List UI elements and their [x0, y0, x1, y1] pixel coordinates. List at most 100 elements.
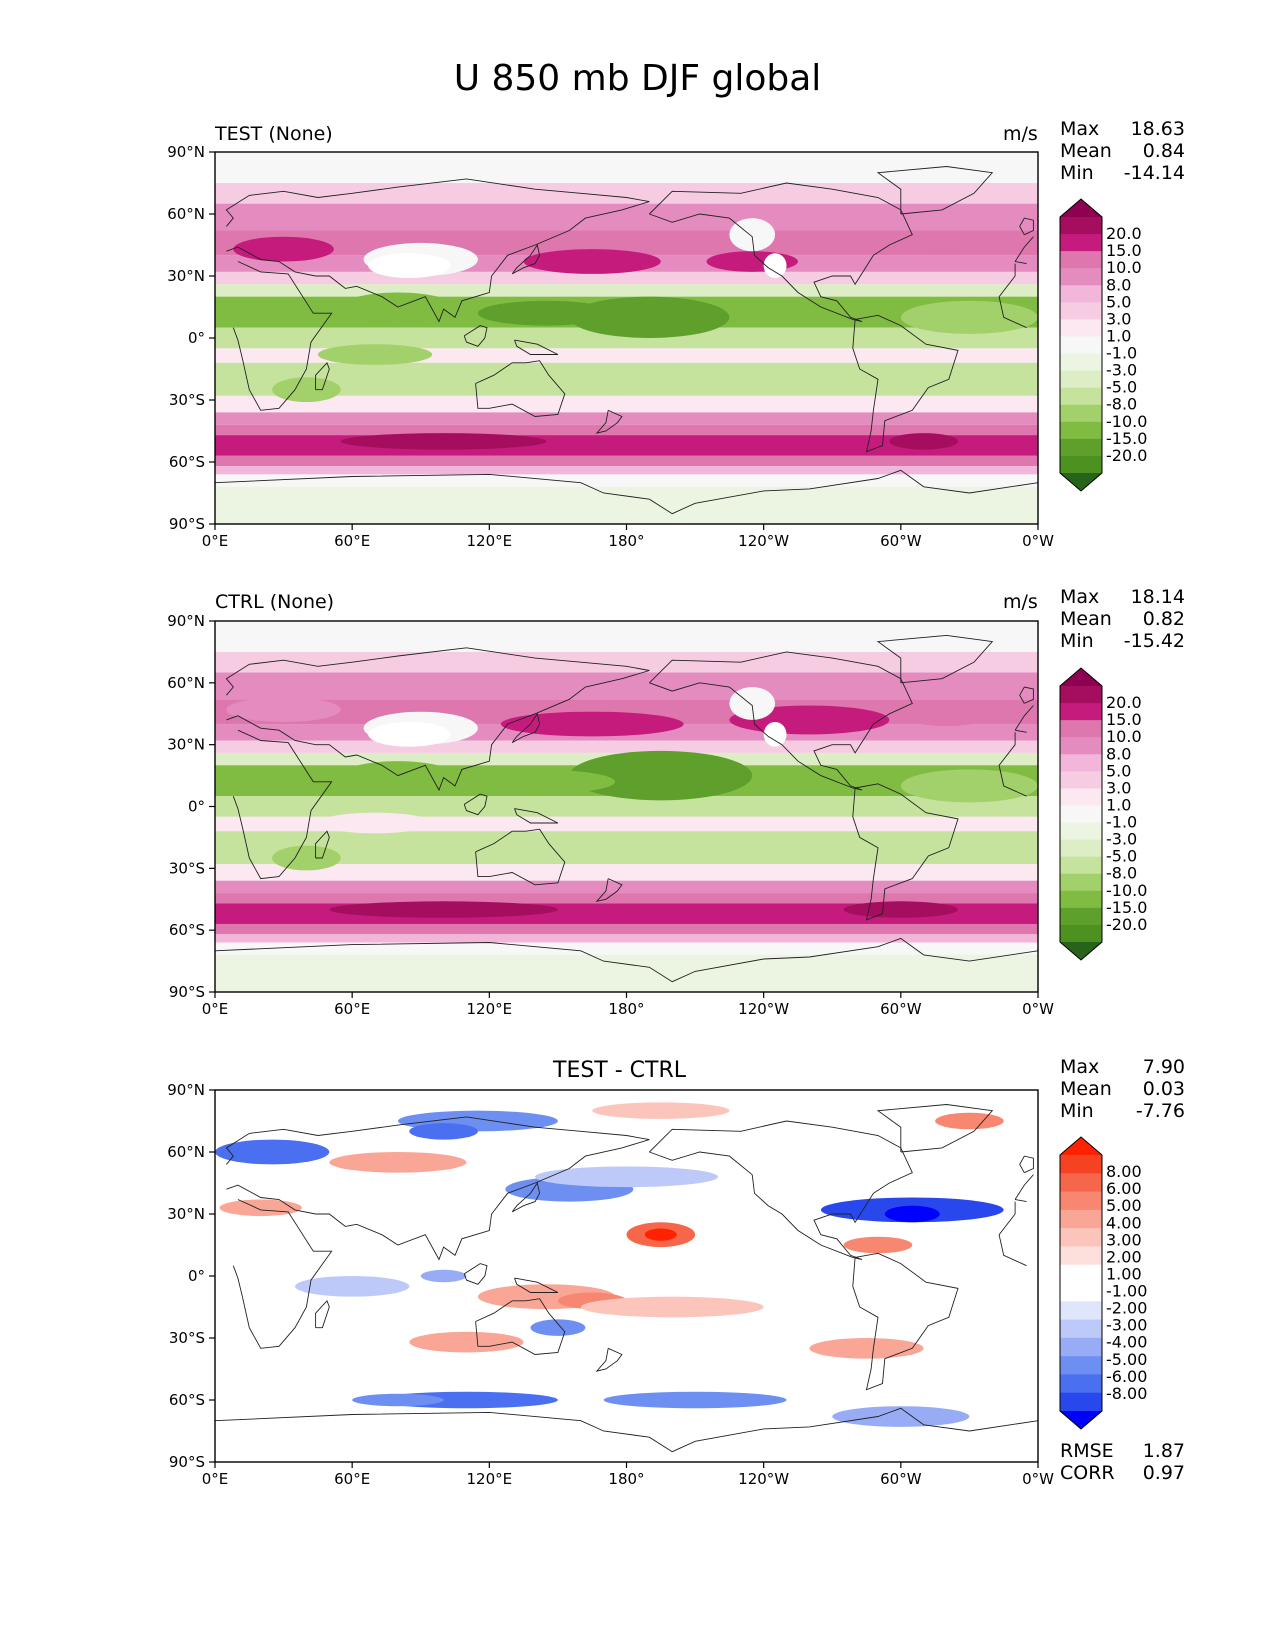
coastline-antarctica-west [215, 937, 1038, 983]
coastline-antarctica-west [215, 469, 1038, 515]
colorbar-bin [1060, 924, 1102, 943]
panel-title-ctrl: CTRL (None) [215, 591, 335, 613]
coastline-uk [1019, 1155, 1034, 1174]
colorbar-label: -3.0 [1106, 361, 1137, 380]
units-label-test: m/s [1003, 123, 1038, 145]
coastline-greenland [876, 166, 994, 215]
colorbar-label: -5.0 [1106, 847, 1137, 866]
colorbar-bin [1060, 1246, 1102, 1266]
coastline-south-america [852, 314, 959, 453]
contour-band [215, 1090, 1038, 1462]
contour-band [215, 152, 1038, 183]
contour-blob [317, 344, 433, 365]
colorbar-bin [1060, 873, 1102, 892]
contour-blob [843, 901, 958, 918]
colorbar-bin [1060, 1228, 1102, 1247]
contour-blob [420, 1269, 467, 1283]
x-tick-label: 120°E [467, 1470, 513, 1488]
y-tick-label: 60°S [169, 453, 205, 471]
coastlines [215, 634, 1038, 983]
stat-label: RMSE [1060, 1440, 1114, 1462]
contour-blob [219, 1199, 302, 1217]
contour-band [215, 424, 1038, 436]
colorbar-label: 6.00 [1106, 1179, 1142, 1198]
colorbar-label: 1.00 [1106, 1264, 1142, 1283]
contour-blob [809, 1338, 924, 1359]
coastline-eurasia [1014, 1174, 1034, 1200]
colorbar-bin [1060, 302, 1102, 320]
y-tick-label: 60°S [169, 1391, 205, 1409]
colorbar-label: -4.00 [1106, 1333, 1147, 1352]
coastline-borneo [463, 325, 488, 347]
stat-label: Mean [1060, 140, 1112, 162]
colorbar-bin [1060, 370, 1102, 389]
colorbar-extension-max [1060, 199, 1102, 217]
contour-band [215, 831, 1038, 865]
coastline-new-zealand [595, 1347, 623, 1372]
colorbar-bin [1060, 234, 1102, 252]
colorbar-bin [1060, 319, 1102, 337]
contour-blob [603, 1391, 787, 1409]
colorbar-bin [1060, 754, 1102, 772]
contour-band [215, 362, 1038, 396]
colorbar-label: 20.0 [1106, 224, 1142, 243]
colorbar-bin [1060, 251, 1102, 269]
y-tick-label: 60°N [167, 674, 205, 692]
x-tick-label: 120°W [738, 1000, 789, 1018]
coastline-uk [1019, 686, 1034, 704]
x-tick-label: 60°W [880, 1000, 922, 1018]
colorbar-bin [1060, 353, 1102, 372]
y-tick-label: 30°S [169, 391, 205, 409]
panel-title-test: TEST (None) [215, 123, 333, 145]
stat-value: 1.87 [1142, 1440, 1185, 1462]
colorbar-label: -8.00 [1106, 1384, 1147, 1403]
coastline-japan [511, 243, 541, 275]
colorbar-label: 5.0 [1106, 761, 1131, 780]
colorbar-label: -15.0 [1106, 429, 1147, 448]
contour-blob [455, 769, 616, 795]
x-tick-label: 120°E [467, 1000, 513, 1018]
x-tick-label: 180° [608, 532, 644, 550]
colorbar-extension-min [1060, 1411, 1102, 1429]
contour-blob [889, 433, 958, 450]
coastline-new-guinea [514, 339, 559, 355]
stat-label: Min [1060, 1100, 1094, 1122]
colorbar-bin [1060, 839, 1102, 858]
contour-band [215, 395, 1038, 413]
colorbar: 20.015.010.08.05.03.01.0-1.0-3.0-5.0-8.0… [1059, 667, 1147, 961]
contour-band [215, 455, 1038, 467]
stat-value: 7.90 [1142, 1056, 1185, 1078]
wind-field [215, 621, 1038, 992]
contour-blob [329, 1152, 467, 1173]
y-tick-label: 90°N [167, 612, 205, 630]
contour-blob [530, 1319, 586, 1336]
colorbar-extension-min [1060, 942, 1102, 960]
colorbar-bin [1060, 788, 1102, 806]
colorbar-bin [1060, 217, 1102, 235]
contour-blob [215, 1139, 330, 1165]
contour-blob [843, 1236, 913, 1254]
contour-blob [535, 1166, 718, 1188]
x-tick-label: 120°E [467, 532, 513, 550]
coastline-north-america [649, 651, 913, 791]
coastline-greenland [876, 1104, 994, 1153]
y-tick-label: 30°N [167, 1205, 205, 1223]
colorbar-bin [1060, 1173, 1102, 1193]
contour-band [215, 880, 1038, 894]
coastline-north-america [649, 1120, 913, 1260]
stat-label: Mean [1060, 608, 1112, 630]
y-tick-label: 60°N [167, 1143, 205, 1161]
colorbar-bin [1060, 387, 1102, 406]
contour-blob [935, 1112, 1004, 1130]
contour-blob [884, 1205, 940, 1223]
x-tick-label: 60°E [334, 1470, 370, 1488]
colorbar-label: -5.00 [1106, 1350, 1147, 1369]
stats-block-ctrl: Max 18.14 Mean 0.82 Min -15.42 [1060, 586, 1185, 652]
y-tick-label: 60°N [167, 205, 205, 223]
y-tick-label: 60°S [169, 921, 205, 939]
colorbar-outline [1059, 198, 1103, 492]
coastline-madagascar [315, 361, 330, 391]
contour-band [215, 183, 1038, 204]
